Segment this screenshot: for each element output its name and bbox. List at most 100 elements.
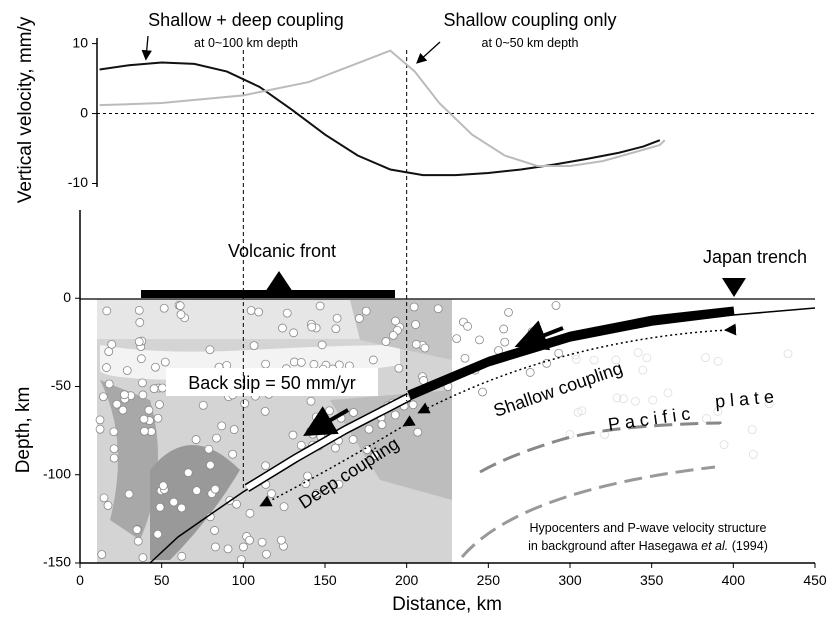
- hypocenter: [296, 440, 306, 450]
- hypocenter: [133, 536, 143, 546]
- hypocenter: [296, 357, 306, 367]
- hypocenter: [210, 484, 220, 494]
- hypocenter: [390, 410, 400, 420]
- hypocenter: [132, 525, 142, 535]
- hypocenter: [303, 471, 312, 481]
- hypocenter: [118, 405, 128, 415]
- hypocenter: [783, 349, 793, 359]
- hypocenter: [565, 430, 575, 439]
- hypocenter: [122, 366, 132, 375]
- hypocenter: [309, 359, 319, 369]
- hypocenter: [368, 355, 378, 365]
- hypocenter: [364, 424, 374, 434]
- y-tick-label: -50: [51, 377, 71, 393]
- hypocenter: [394, 363, 404, 373]
- arrow: [141, 35, 152, 61]
- hypocenter: [527, 327, 537, 337]
- hypocenter: [261, 461, 271, 471]
- hypocenter: [176, 310, 186, 319]
- hypocenter: [631, 396, 640, 406]
- hypocenter: [381, 337, 391, 346]
- x-tick-label: 150: [313, 572, 337, 588]
- hypocenter: [411, 339, 421, 349]
- hypocenter: [551, 301, 561, 310]
- label-box: [166, 368, 378, 396]
- y-tick-label: 0: [80, 104, 88, 120]
- hypocenter: [120, 390, 129, 400]
- hypocenter: [452, 334, 462, 344]
- hypocenter: [713, 356, 723, 366]
- hypocenter: [160, 357, 170, 367]
- hypocenter: [103, 501, 113, 510]
- hypocenter: [254, 307, 264, 317]
- annotation: Shallow coupling only: [443, 10, 616, 30]
- hypocenter: [267, 489, 276, 499]
- dotted-arrow: [259, 415, 416, 507]
- hypocenter: [288, 430, 298, 440]
- hypocenter: [413, 427, 423, 437]
- trench-symbol: [722, 278, 746, 297]
- hypocenter: [151, 362, 160, 372]
- hypocenter: [124, 489, 134, 499]
- hypocenter: [246, 306, 256, 315]
- x-tick-label: 300: [558, 572, 582, 588]
- hypocenter: [192, 486, 202, 496]
- hypocenter: [331, 324, 341, 334]
- hypocenter: [157, 383, 167, 393]
- hypocenter: [702, 414, 711, 423]
- annotation: Back slip = 50 mm/yr: [188, 373, 356, 393]
- series-line: [99, 49, 666, 168]
- hypocenter: [332, 313, 342, 323]
- hypocenter: [315, 301, 325, 311]
- y-axis-label: Depth, km: [13, 387, 34, 474]
- hypocenter: [229, 425, 239, 434]
- hypocenter: [138, 390, 148, 400]
- hypocenter: [663, 388, 673, 398]
- hypocenter: [198, 400, 208, 410]
- hypocenter: [139, 414, 149, 424]
- hypocenter: [107, 339, 117, 349]
- annotation: Shallow + deep coupling: [148, 10, 344, 30]
- hypocenter: [504, 307, 513, 317]
- hypocenter: [109, 453, 119, 463]
- hypocenter: [228, 449, 238, 459]
- hypocenter: [109, 427, 119, 437]
- hypocenter: [205, 345, 215, 355]
- hypocenter: [642, 353, 652, 363]
- hypocenter: [764, 399, 774, 409]
- hypocenter: [217, 421, 227, 431]
- x-tick-label: 450: [803, 572, 827, 588]
- credit: (1994): [728, 539, 768, 553]
- hypocenter: [260, 406, 270, 416]
- hypocenter: [159, 303, 169, 313]
- hypocenter: [245, 508, 255, 518]
- hypocenter: [205, 460, 215, 470]
- plate-base: [479, 421, 722, 474]
- hypocenter: [278, 323, 287, 333]
- hypocenter: [232, 499, 241, 509]
- hypocenter: [391, 316, 400, 326]
- x-tick-label: 400: [722, 572, 746, 588]
- hypocenter: [153, 413, 163, 423]
- hypocenter: [134, 337, 144, 347]
- hypocenter: [158, 481, 168, 491]
- hypocenter: [191, 435, 201, 444]
- hypocenter: [525, 368, 535, 377]
- hypocenter: [554, 348, 564, 358]
- hypocenter: [138, 553, 148, 562]
- hypocenter: [307, 322, 317, 332]
- y-tick-label: -10: [68, 174, 88, 190]
- hypocenter: [104, 347, 114, 356]
- hypocenter: [95, 424, 105, 434]
- hypocenter: [223, 544, 233, 554]
- hypocenter: [262, 549, 271, 559]
- hypocenter: [210, 526, 219, 535]
- volcano-symbol: [265, 271, 293, 292]
- annotation: P a c i f i c: [607, 403, 692, 434]
- hypocenter: [249, 341, 259, 351]
- hypocenter: [153, 529, 163, 539]
- annotation: at 0~50 km depth: [482, 36, 579, 50]
- annotation: p l a t e: [714, 386, 775, 411]
- hypocenter: [140, 426, 149, 436]
- y-axis-label: Vertical velocity, mm/y: [15, 16, 36, 203]
